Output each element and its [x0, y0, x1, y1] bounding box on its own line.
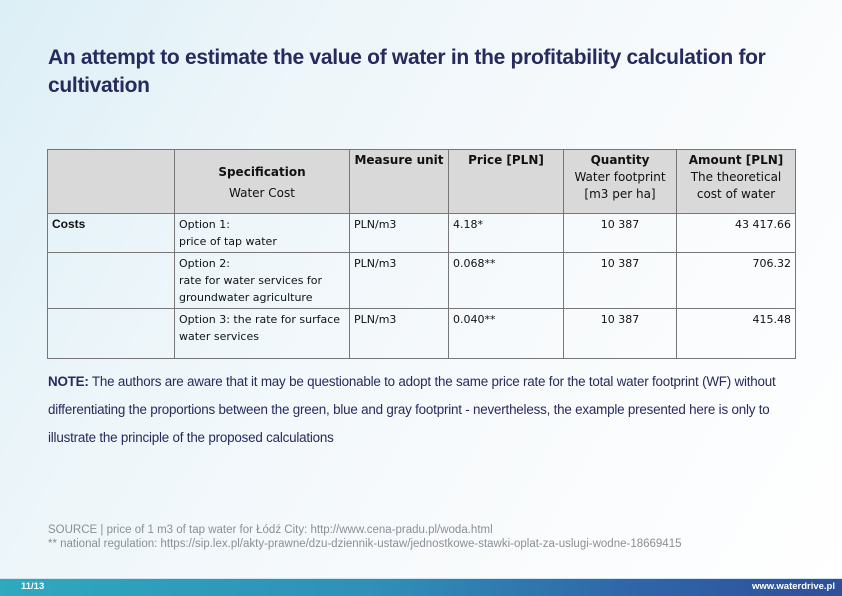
- source-line-tap-water: SOURCE | price of 1 m3 of tap water for …: [48, 524, 493, 536]
- footer-bar: 11/13 www.waterdrive.pl: [0, 578, 842, 596]
- table-row: Costs Option 1: price of tap water PLN/m…: [47, 213, 796, 253]
- spec-line: rate for water services for: [179, 274, 323, 287]
- unit-cell: PLN/m3: [349, 213, 449, 253]
- note-paragraph: NOTE: The authors are aware that it may …: [48, 368, 808, 452]
- spec-line: groundwater agriculture: [179, 291, 313, 304]
- amount-cell: 415.48: [676, 308, 796, 359]
- header-spec-title: Specification: [218, 164, 306, 179]
- quantity-cell: 10 387: [563, 213, 677, 253]
- spec-cell: Option 2: rate for water services for gr…: [174, 252, 350, 309]
- price-cell: 4.18*: [448, 213, 564, 253]
- header-qty-sub1: Water footprint: [574, 170, 666, 184]
- header-quantity: Quantity Water footprint [m3 per ha]: [563, 149, 677, 214]
- header-unit-title: Measure unit: [354, 153, 444, 167]
- quantity-cell: 10 387: [563, 252, 677, 309]
- unit-cell: PLN/m3: [349, 252, 449, 309]
- source-line-regulation: ** national regulation: https://sip.lex.…: [48, 538, 682, 550]
- header-amount-sub1: The theoretical: [690, 170, 782, 184]
- website-link[interactable]: www.waterdrive.pl: [751, 581, 835, 592]
- table-row: Option 2: rate for water services for gr…: [47, 252, 796, 309]
- table-row: Option 3: the rate for surface water ser…: [47, 308, 796, 359]
- spec-line: water services: [179, 330, 259, 343]
- header-amount: Amount [PLN] The theoretical cost of wat…: [676, 149, 796, 214]
- row-label: [47, 252, 175, 309]
- row-label: Costs: [47, 213, 175, 253]
- spec-line: Option 3: the rate for surface: [179, 313, 341, 326]
- spec-cell: Option 3: the rate for surface water ser…: [174, 308, 350, 359]
- spec-line: Option 1:: [179, 218, 230, 231]
- header-empty: [47, 149, 175, 214]
- page-number: 11/13: [21, 581, 45, 592]
- unit-cell: PLN/m3: [349, 308, 449, 359]
- header-amount-sub2: cost of water: [696, 187, 776, 201]
- header-price-title: Price [PLN]: [468, 153, 544, 167]
- table-header-row: Specification Water Cost Measure unit Pr…: [47, 149, 796, 214]
- price-cell: 0.068**: [448, 252, 564, 309]
- row-label: [47, 308, 175, 359]
- header-amount-title: Amount [PLN]: [688, 153, 784, 167]
- page-title: An attempt to estimate the value of wate…: [48, 46, 766, 97]
- price-cell: 0.040**: [448, 308, 564, 359]
- spec-line: Option 2:: [179, 257, 230, 270]
- note-text: The authors are aware that it may be que…: [48, 374, 776, 445]
- amount-cell: 43 417.66: [676, 213, 796, 253]
- header-qty-sub2: [m3 per ha]: [584, 187, 656, 201]
- water-cost-table: Specification Water Cost Measure unit Pr…: [47, 149, 796, 359]
- header-qty-title: Quantity: [590, 153, 650, 167]
- amount-cell: 706.32: [676, 252, 796, 309]
- spec-line: price of tap water: [179, 235, 277, 248]
- quantity-cell: 10 387: [563, 308, 677, 359]
- source-block: SOURCE | price of 1 m3 of tap water for …: [48, 523, 808, 551]
- spec-cell: Option 1: price of tap water: [174, 213, 350, 253]
- header-specification: Specification Water Cost: [174, 149, 350, 214]
- header-spec-sub: Water Cost: [229, 185, 295, 200]
- header-measure-unit: Measure unit: [349, 149, 449, 214]
- header-price: Price [PLN]: [448, 149, 564, 214]
- note-label: NOTE:: [48, 374, 89, 389]
